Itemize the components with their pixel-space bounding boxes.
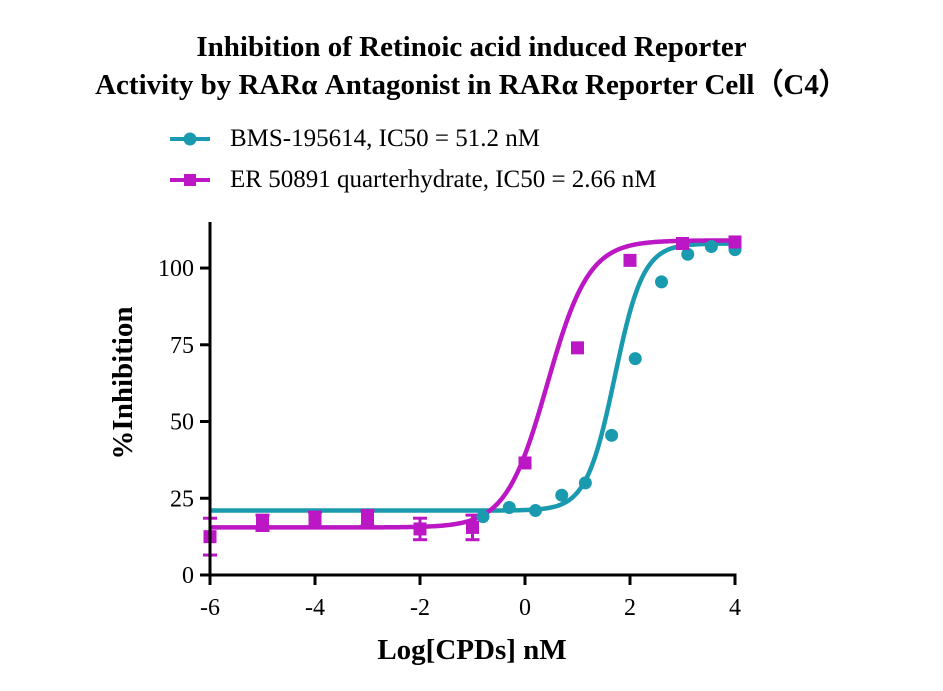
- x-tick-label: -2: [410, 595, 430, 621]
- x-tick-label: 2: [624, 595, 636, 621]
- data-point-square: [256, 516, 269, 530]
- data-point-square: [466, 520, 479, 534]
- data-point-square: [308, 513, 322, 527]
- x-tick-label: 4: [729, 595, 741, 621]
- y-axis-title: %Inhibition: [107, 306, 139, 459]
- data-point-circle: [578, 476, 592, 490]
- data-point-circle: [529, 504, 542, 518]
- data-point-circle: [605, 428, 619, 442]
- legend-label-er-50891: ER 50891 quarterhydrate, IC50 = 2.66 nM: [230, 165, 657, 193]
- data-point-circle: [628, 352, 642, 366]
- legend-item-bms-195614: BMS-195614, IC50 = 51.2 nM: [168, 118, 657, 159]
- x-axis-title: Log[CPDs] nM: [377, 634, 566, 666]
- data-point-circle: [476, 510, 490, 524]
- data-point-square: [361, 511, 374, 525]
- x-tick-label: 0: [519, 595, 531, 621]
- y-tick-label: 0: [182, 563, 194, 589]
- legend-item-er-50891: ER 50891 quarterhydrate, IC50 = 2.66 nM: [168, 159, 657, 200]
- legend-circle-marker-icon: [170, 132, 210, 145]
- error-bars: [203, 509, 480, 557]
- x-tick-label: -4: [305, 595, 325, 621]
- chart-title: Inhibition of Retinoic acid induced Repo…: [0, 28, 943, 104]
- legend: BMS-195614, IC50 = 51.2 nM ER 50891 quar…: [168, 118, 657, 200]
- legend-square-marker-icon: [170, 173, 210, 186]
- chart-title-line-2: Activity by RARα Antagonist in RARα Repo…: [95, 69, 848, 101]
- data-point-circle: [555, 488, 569, 502]
- y-tick-label: 50: [170, 410, 194, 436]
- data-point-square: [676, 236, 689, 250]
- y-tick-label: 75: [170, 333, 194, 359]
- y-tick-label: 100: [158, 256, 194, 282]
- legend-label-bms-195614: BMS-195614, IC50 = 51.2 nM: [230, 124, 540, 152]
- fit-curve-series-0: [210, 241, 736, 513]
- data-point-circle: [681, 247, 695, 261]
- data-point-square: [571, 341, 584, 355]
- data-point-square: [413, 522, 427, 536]
- y-tick-label: 25: [170, 486, 194, 512]
- data-points: [203, 235, 742, 544]
- data-point-square: [728, 235, 742, 249]
- data-point-square: [623, 253, 637, 267]
- x-tick-label: -6: [200, 595, 220, 621]
- data-point-square: [518, 456, 532, 470]
- data-point-circle: [502, 500, 516, 514]
- data-point-circle: [655, 275, 668, 289]
- chart-title-line-1: Inhibition of Retinoic acid induced Repo…: [196, 31, 747, 63]
- axes: 0 25 50 75 100 -6 -4 -2 0 2 4: [158, 222, 741, 621]
- data-point-circle: [704, 240, 718, 254]
